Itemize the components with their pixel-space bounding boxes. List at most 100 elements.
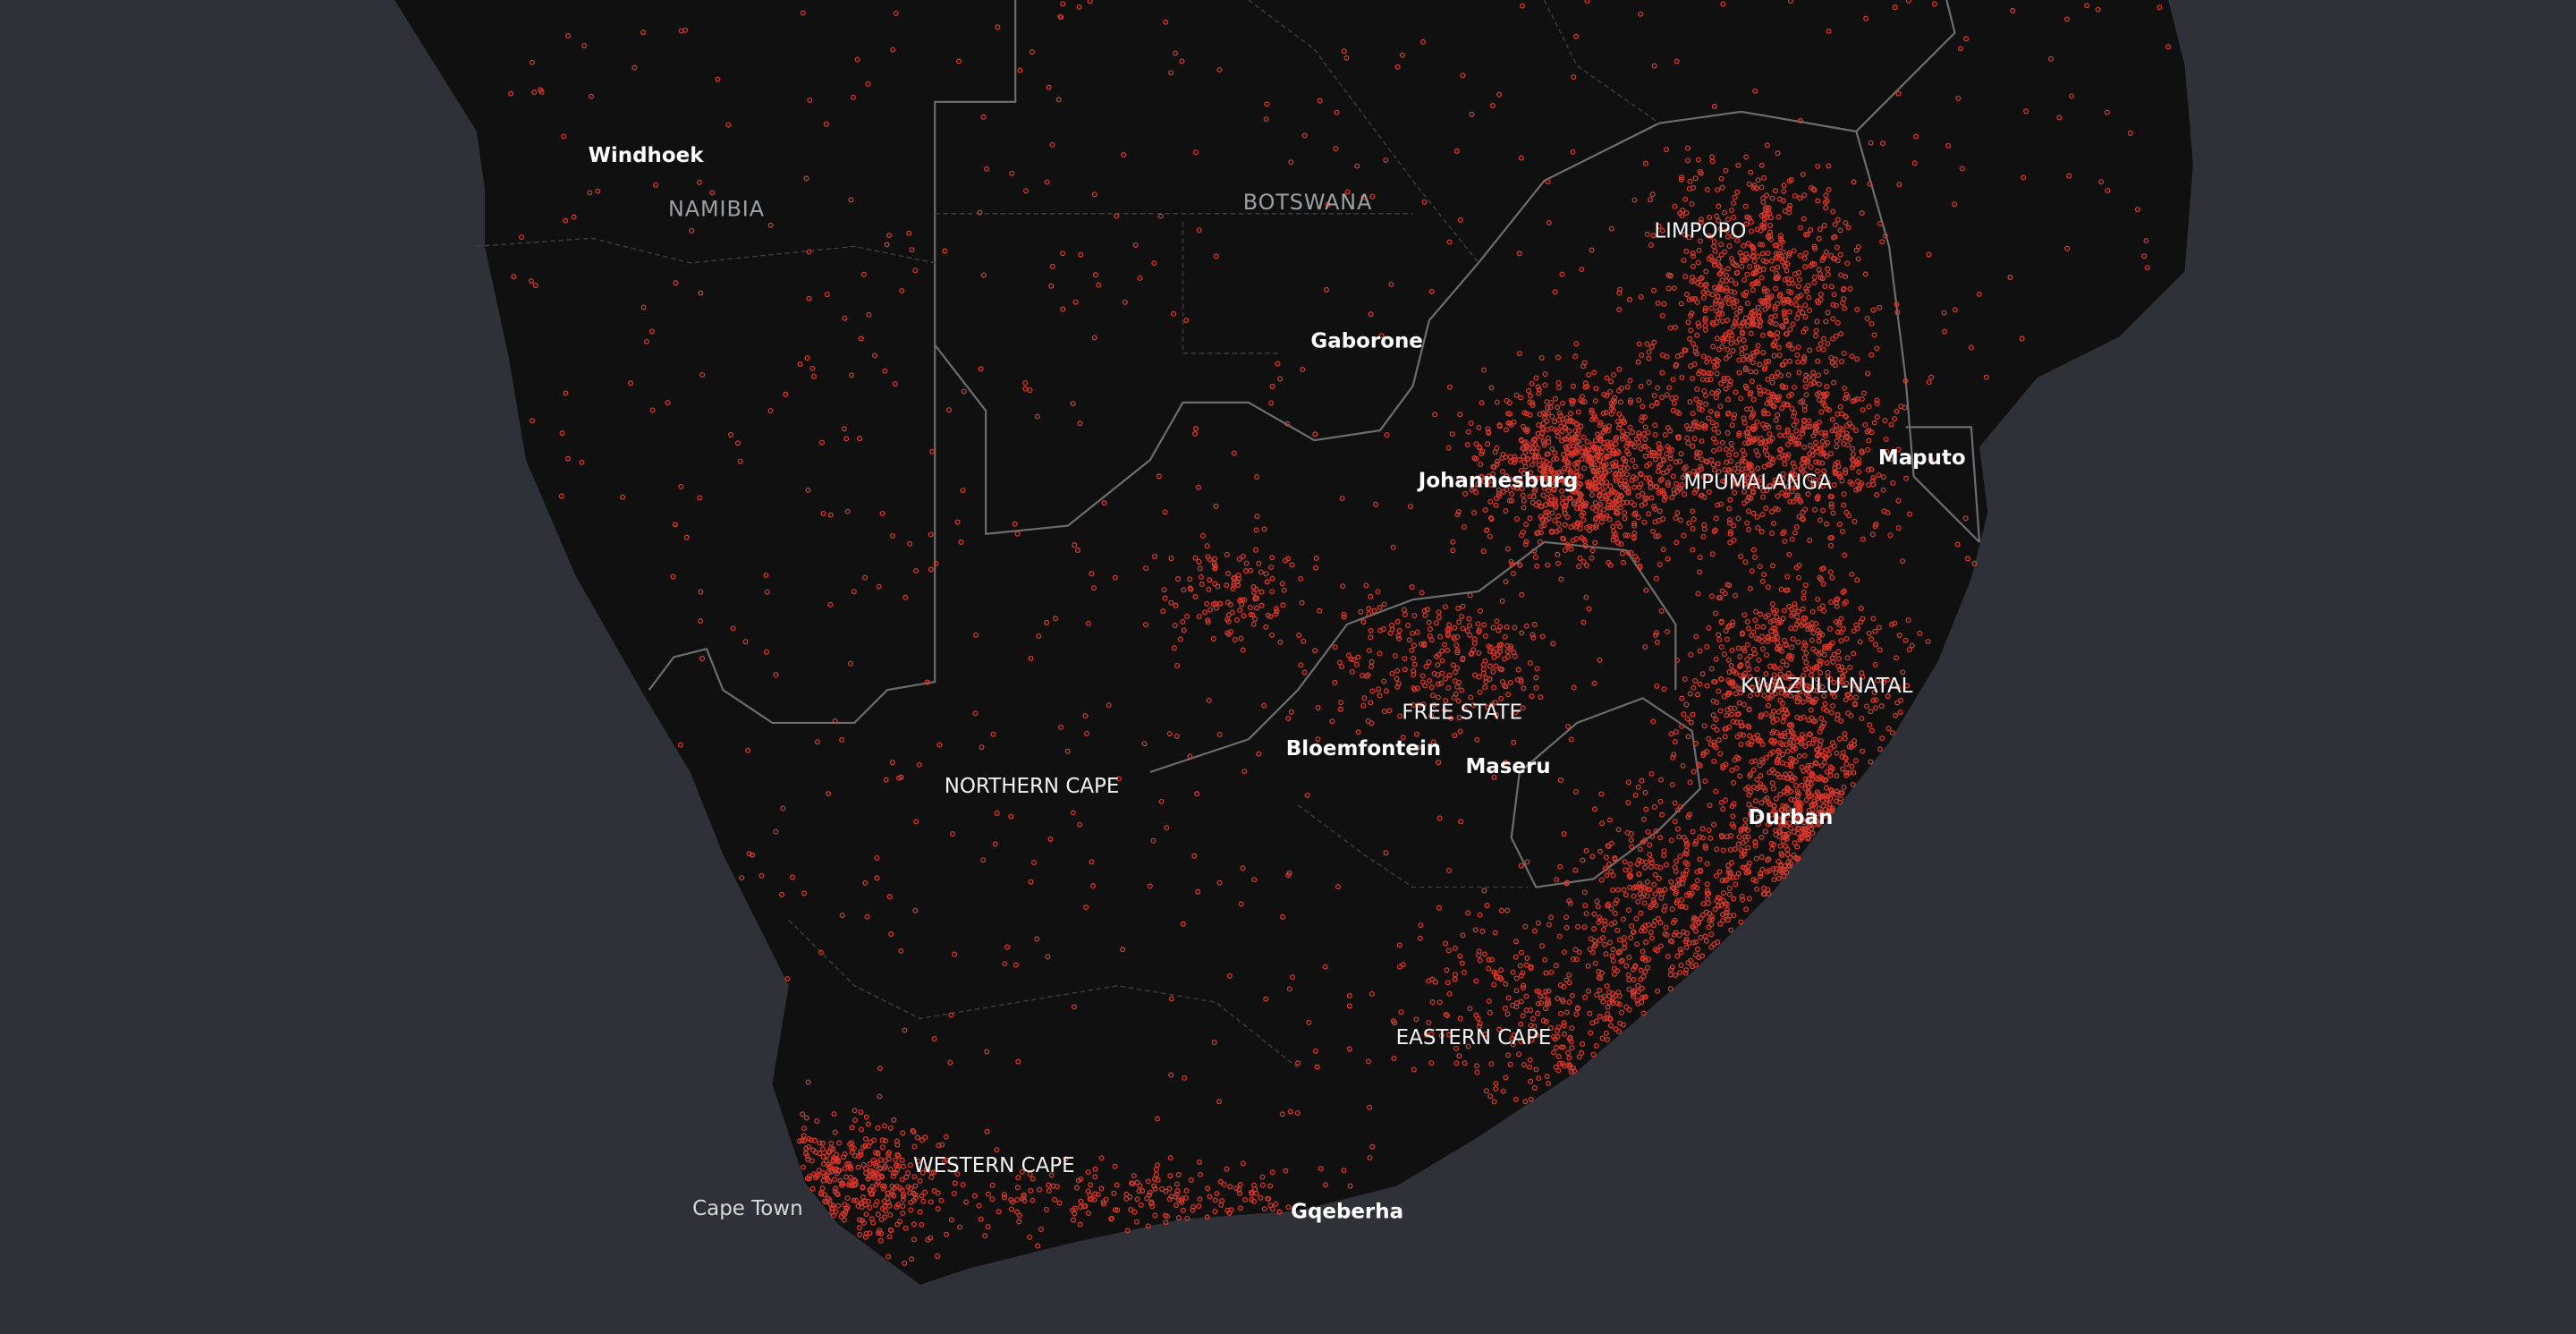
point <box>1532 487 1538 493</box>
point <box>1766 358 1772 364</box>
point <box>1548 528 1555 534</box>
point <box>1563 455 1569 462</box>
point <box>1848 743 1855 750</box>
point <box>1776 196 1783 202</box>
point <box>1670 377 1676 383</box>
point <box>1567 468 1574 474</box>
point <box>1730 679 1736 685</box>
point <box>1724 227 1730 234</box>
point <box>1606 453 1613 459</box>
point <box>1817 517 1823 523</box>
point <box>1546 488 1552 494</box>
point <box>1769 531 1775 537</box>
point <box>1527 393 1534 399</box>
point <box>1690 410 1696 417</box>
point <box>1589 505 1596 511</box>
point <box>1690 547 1696 553</box>
point <box>1824 521 1830 527</box>
point <box>1815 596 1821 602</box>
point <box>1642 414 1648 421</box>
point <box>1504 472 1510 479</box>
point <box>1688 363 1694 370</box>
point <box>1639 502 1645 508</box>
point <box>1612 472 1618 478</box>
point <box>1530 476 1536 483</box>
point <box>1833 618 1839 625</box>
point <box>1757 361 1763 368</box>
point <box>1753 448 1759 455</box>
point <box>1823 192 1829 199</box>
point <box>1664 392 1670 398</box>
point <box>1792 437 1798 443</box>
point <box>1753 348 1759 354</box>
point <box>1553 395 1559 402</box>
point <box>1642 444 1648 450</box>
point <box>1722 334 1728 340</box>
point <box>1726 506 1733 512</box>
point <box>1825 266 1831 272</box>
point <box>1781 296 1787 302</box>
point <box>1793 418 1800 424</box>
point <box>1841 502 1847 508</box>
point <box>1513 478 1520 485</box>
point <box>1689 310 1695 317</box>
point <box>1743 465 1750 472</box>
point <box>1739 351 1745 357</box>
point <box>1611 451 1617 457</box>
point <box>1780 239 1786 245</box>
point <box>1574 464 1580 471</box>
point <box>1700 533 1707 540</box>
point <box>1737 250 1743 256</box>
point <box>1717 751 1724 757</box>
point <box>1672 324 1679 330</box>
point <box>1776 353 1783 359</box>
point <box>1560 495 1566 501</box>
point <box>1895 525 1902 531</box>
point <box>1772 339 1778 345</box>
point <box>1843 467 1849 473</box>
point <box>1589 410 1595 416</box>
point <box>1781 310 1787 317</box>
point <box>1571 501 1577 507</box>
point <box>1772 242 1778 249</box>
point <box>1855 256 1861 262</box>
point <box>1573 341 1580 347</box>
point <box>1782 276 1788 283</box>
point <box>1894 408 1900 414</box>
point <box>1682 465 1688 472</box>
point <box>1850 456 1856 463</box>
point <box>1619 550 1625 557</box>
point <box>1765 303 1771 310</box>
point <box>1623 482 1630 489</box>
point <box>1853 487 1860 493</box>
point <box>1580 363 1586 370</box>
point <box>1631 531 1638 537</box>
point <box>1820 581 1826 587</box>
point <box>1570 538 1576 544</box>
point <box>1739 258 1745 264</box>
point <box>1800 359 1807 365</box>
point <box>1736 700 1742 706</box>
point <box>1750 474 1756 480</box>
point <box>1796 269 1802 276</box>
point <box>1593 446 1600 452</box>
point <box>1686 234 1692 241</box>
point <box>1793 441 1800 447</box>
point <box>1716 388 1722 395</box>
point <box>1777 432 1784 438</box>
point <box>1581 465 1588 472</box>
point <box>1786 309 1792 315</box>
point <box>1735 515 1741 522</box>
point <box>1735 462 1741 468</box>
point <box>1627 399 1633 405</box>
point <box>1759 633 1766 640</box>
point <box>1789 405 1795 412</box>
point <box>1582 384 1589 390</box>
point <box>1657 478 1664 484</box>
point <box>1728 340 1734 346</box>
point <box>1542 471 1548 477</box>
point <box>1841 350 1847 356</box>
point <box>1767 222 1774 228</box>
point <box>1814 468 1821 474</box>
point <box>1880 474 1886 480</box>
